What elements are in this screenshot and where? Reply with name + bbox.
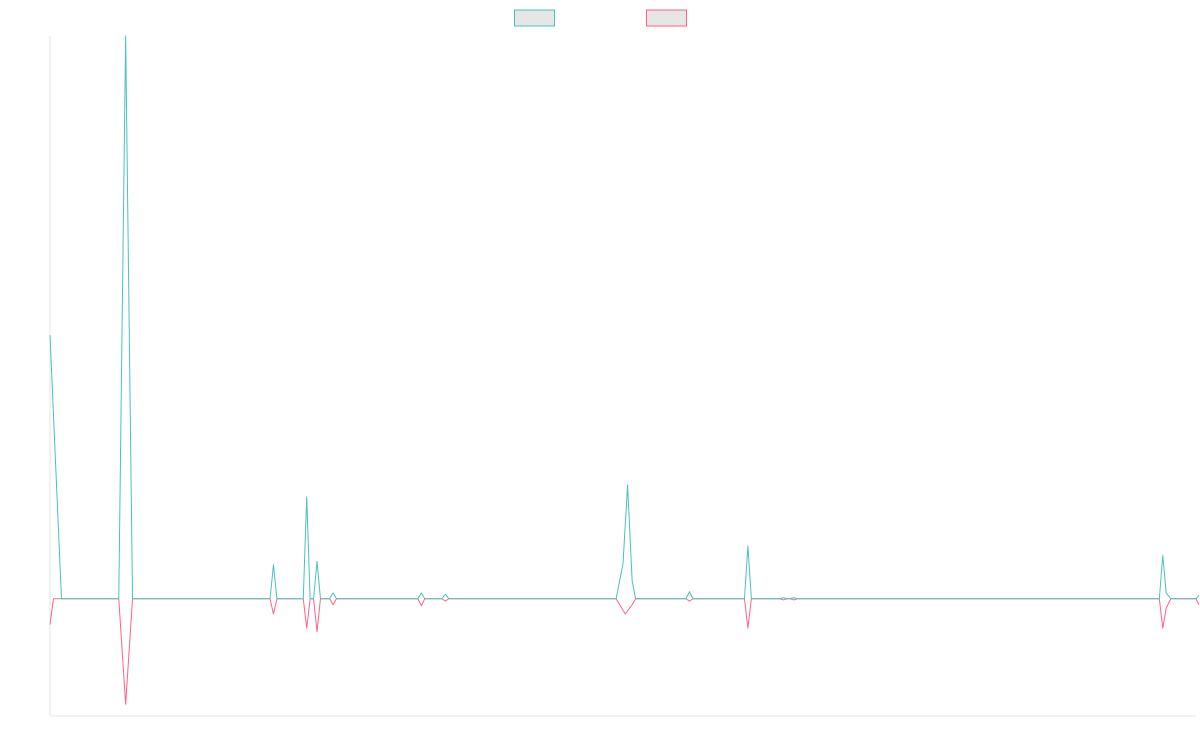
series-group [49,35,1200,705]
series-line-2 [49,598,1200,705]
series-line-1 [49,35,1200,600]
legend-swatch-2[interactable] [646,9,687,27]
axes [49,36,1196,717]
legend [514,9,687,27]
legend-swatch-1[interactable] [514,9,555,27]
